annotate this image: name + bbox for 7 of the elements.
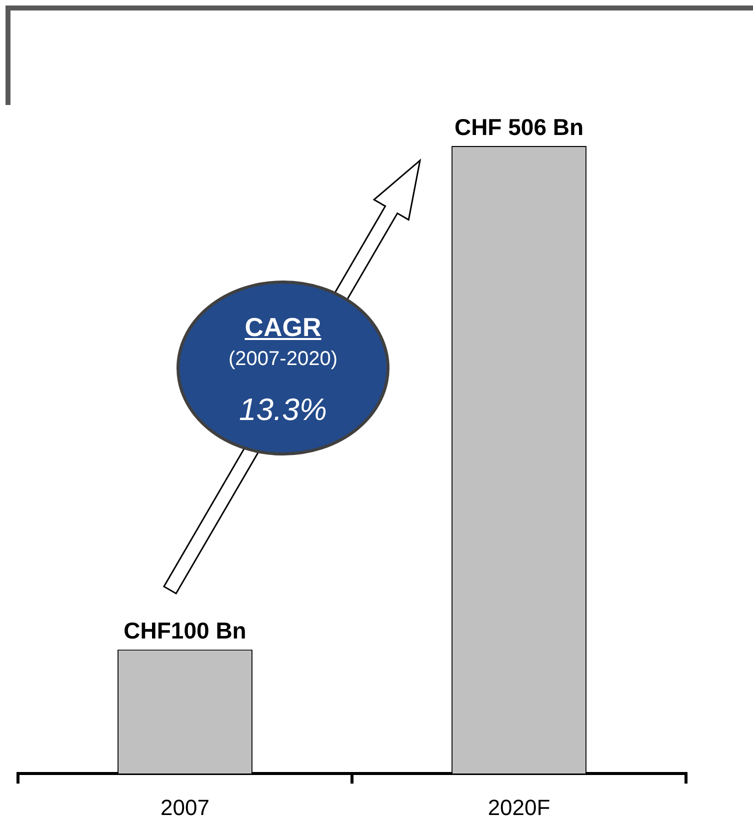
annotation: CAGR xyxy=(244,312,322,343)
x-tick-label: 2007 xyxy=(160,794,210,820)
data-label: CHF 506 Bn xyxy=(454,114,584,140)
annotation: (2007-2020) xyxy=(228,348,338,371)
annotation: 13.3% xyxy=(239,392,327,428)
x-tick-label: 2020F xyxy=(488,794,550,820)
data-label: CHF100 Bn xyxy=(124,617,246,644)
